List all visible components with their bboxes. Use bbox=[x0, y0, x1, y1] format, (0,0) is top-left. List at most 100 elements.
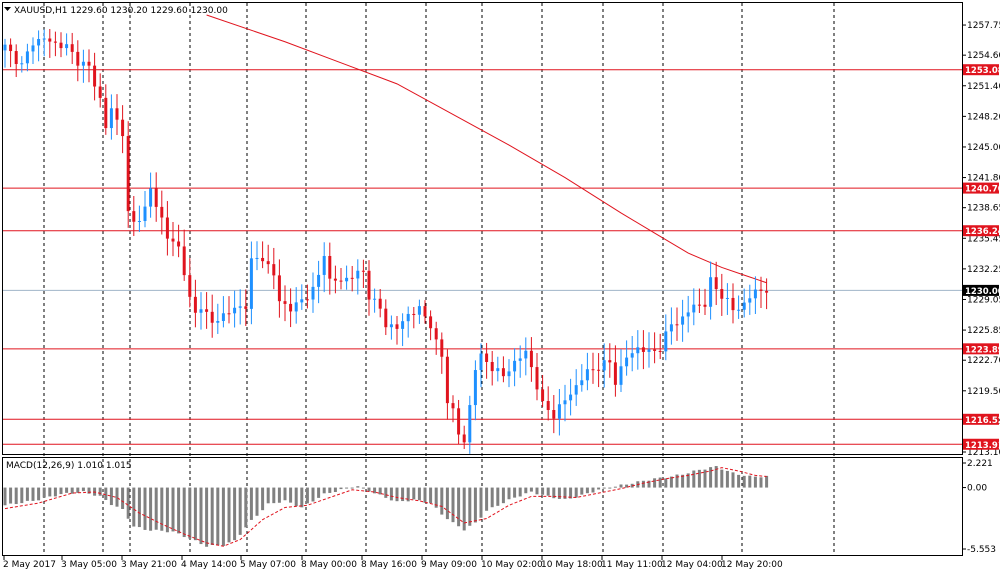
candle-body bbox=[182, 246, 186, 276]
candle-body bbox=[59, 42, 63, 49]
macd-histogram-bar bbox=[81, 487, 85, 492]
candle-body bbox=[277, 275, 281, 302]
time-tick-label: 10 May 18:00 bbox=[541, 560, 603, 570]
time-tick-label: 3 May 21:00 bbox=[121, 560, 177, 570]
candle-body bbox=[580, 380, 584, 386]
candle-body bbox=[70, 44, 74, 52]
price-tick-label: 1219.50 bbox=[967, 387, 1000, 397]
candle-body bbox=[445, 356, 449, 404]
macd-histogram-bar bbox=[641, 480, 645, 488]
candle-body bbox=[389, 324, 393, 328]
candle-body bbox=[199, 309, 203, 313]
macd-histogram-bar bbox=[53, 487, 57, 497]
horizontal-levels[interactable] bbox=[3, 69, 962, 445]
macd-histogram-bar bbox=[25, 487, 29, 501]
candle-body bbox=[48, 38, 52, 42]
macd-axis[interactable]: 2.221 0.00 -5.553 bbox=[962, 459, 996, 555]
candle-body bbox=[350, 277, 354, 279]
price-tick-label: 1245.00 bbox=[967, 143, 1000, 153]
candle-body bbox=[597, 369, 601, 371]
candle-body bbox=[193, 296, 197, 313]
candle-body bbox=[462, 434, 466, 443]
price-tick-label: 1251.40 bbox=[967, 82, 1000, 92]
candle-body bbox=[507, 371, 511, 377]
macd-histogram-bar bbox=[199, 487, 203, 545]
macd-histogram-bar bbox=[434, 487, 438, 508]
candle-body bbox=[417, 306, 421, 315]
macd-histogram-bar bbox=[31, 487, 35, 501]
candle-body bbox=[731, 297, 735, 311]
candle-body bbox=[535, 367, 539, 390]
macd-histogram-bar bbox=[765, 475, 769, 488]
macd-histogram-bar bbox=[440, 487, 444, 515]
candle-body bbox=[188, 275, 192, 297]
candle-body bbox=[378, 298, 382, 309]
candle-body bbox=[233, 307, 237, 314]
candle-body bbox=[356, 270, 360, 279]
dropdown-triangle-icon[interactable] bbox=[4, 7, 11, 11]
macd-histogram-bar bbox=[585, 487, 589, 494]
macd-histogram-bar bbox=[373, 487, 377, 494]
candle-body bbox=[339, 280, 343, 282]
macd-histogram-bar bbox=[501, 487, 505, 504]
candle-body bbox=[720, 289, 724, 299]
macd-histogram-bar bbox=[445, 487, 449, 520]
level-price-tag-label: 1236.24 bbox=[965, 227, 1000, 237]
macd-histogram-bar bbox=[485, 487, 489, 511]
candle-body bbox=[485, 353, 489, 362]
price-tick-label: 1225.85 bbox=[967, 326, 1000, 336]
candle-body bbox=[591, 369, 595, 371]
candle-body bbox=[65, 44, 69, 49]
time-tick-label: 8 May 00:00 bbox=[301, 560, 357, 570]
macd-histogram-bar bbox=[401, 487, 405, 502]
symbol-dropdown[interactable]: XAUUSD,H1 1229.60 1230.20 1229.60 1230.0… bbox=[4, 6, 228, 16]
candle-body bbox=[468, 405, 472, 443]
macd-histogram-bar bbox=[205, 487, 209, 547]
candle-body bbox=[149, 188, 153, 207]
macd-histogram-bar bbox=[608, 487, 612, 489]
price-tick-label: 1229.05 bbox=[967, 295, 1000, 305]
current-price-tag bbox=[963, 284, 999, 296]
level-price-tag bbox=[963, 438, 999, 450]
level-price-tag-label: 1223.89 bbox=[965, 345, 1000, 355]
level-price-tag bbox=[963, 343, 999, 355]
candle-body bbox=[154, 188, 158, 207]
candle-body bbox=[557, 404, 561, 419]
macd-histogram-bar bbox=[210, 487, 214, 546]
candle-body bbox=[709, 277, 713, 307]
macd-signal-line bbox=[4, 467, 767, 547]
candle-body bbox=[361, 270, 365, 272]
candle-body bbox=[14, 51, 18, 65]
macd-histogram-bar bbox=[149, 487, 153, 531]
macd-histogram-bar bbox=[759, 477, 763, 488]
macd-histogram-bar bbox=[669, 476, 673, 488]
candle-body bbox=[429, 316, 433, 329]
candle-body bbox=[171, 238, 175, 242]
price-tick-label: 1213.10 bbox=[967, 448, 1000, 458]
candle-body bbox=[552, 409, 556, 419]
macd-histogram-bar bbox=[417, 487, 421, 501]
macd-histogram-bar bbox=[490, 487, 494, 508]
macd-histogram-bar bbox=[384, 487, 388, 498]
macd-histogram-bar bbox=[507, 487, 511, 500]
time-axis[interactable]: 2 May 2017 3 May 05:00 3 May 21:00 4 May 14… bbox=[3, 556, 783, 570]
price-axis[interactable]: 1257.75 1254.60 1251.40 1248.20 1245.00 1241.… bbox=[962, 21, 1000, 458]
candle-body bbox=[31, 45, 35, 52]
candle-body bbox=[137, 220, 141, 222]
macd-histogram-bar bbox=[70, 487, 74, 494]
macd-signal-line-path bbox=[4, 467, 767, 547]
candle-body bbox=[132, 211, 136, 222]
candle-body bbox=[496, 368, 500, 372]
candlesticks bbox=[3, 29, 769, 454]
candle-body bbox=[697, 304, 701, 306]
candle-body bbox=[126, 136, 130, 212]
macd-histogram-bar bbox=[317, 487, 321, 498]
macd-histogram-bar bbox=[216, 487, 220, 546]
macd-histogram-bar bbox=[59, 487, 63, 495]
candle-body bbox=[501, 368, 505, 377]
candle-body bbox=[373, 298, 377, 300]
candle-body bbox=[669, 324, 673, 332]
macd-histogram-bar bbox=[177, 487, 181, 534]
